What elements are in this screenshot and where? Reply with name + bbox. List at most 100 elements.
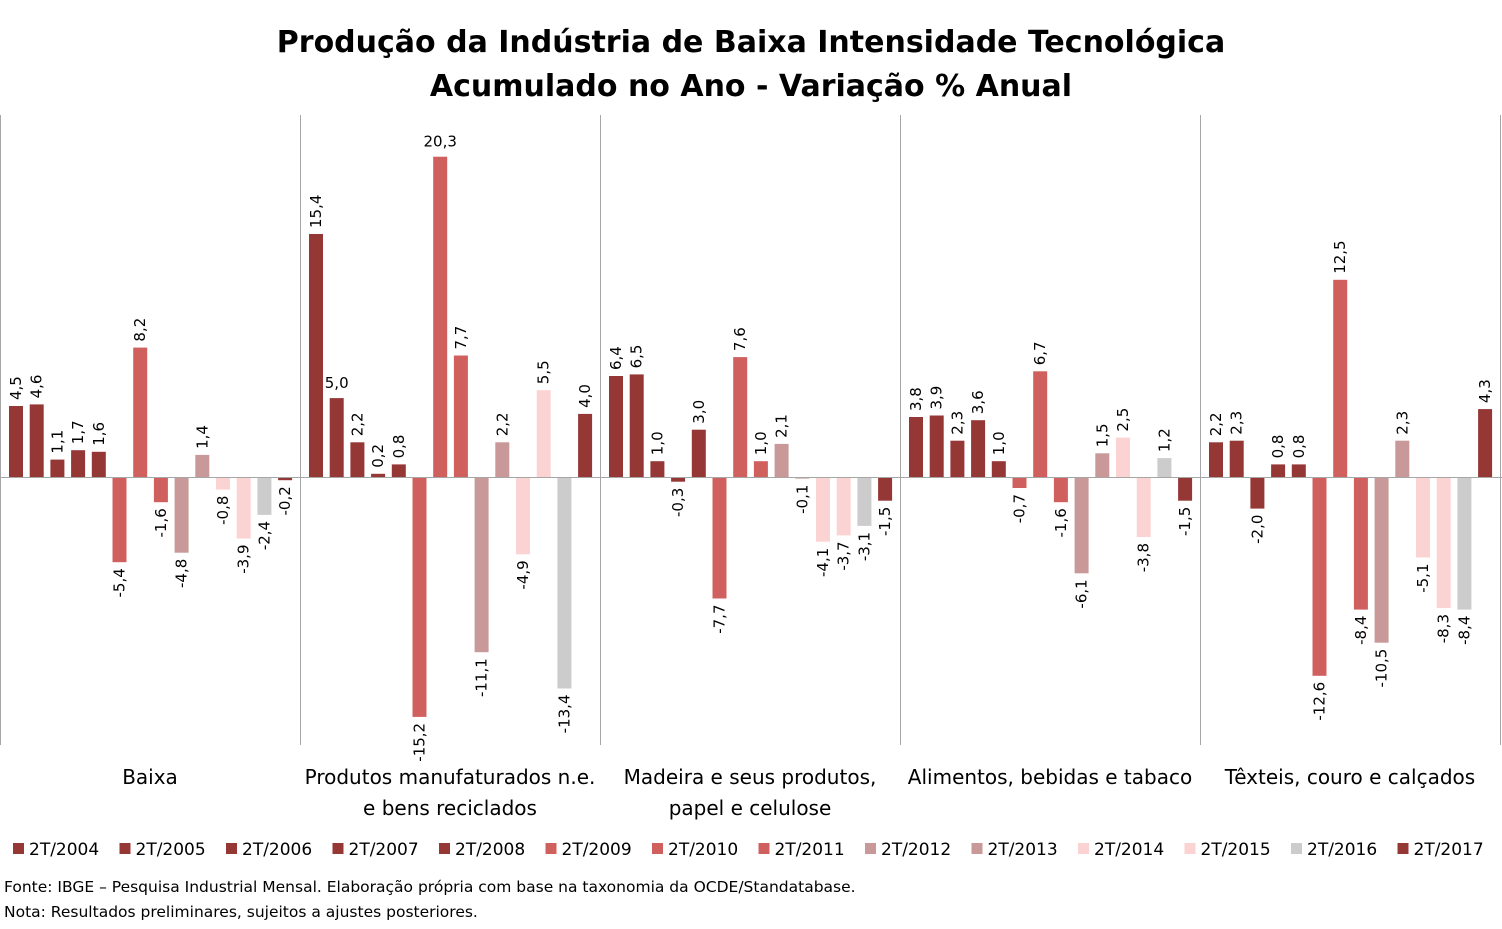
data-label: -0,8: [214, 496, 232, 525]
data-label: -3,7: [835, 541, 853, 570]
legend-item: 2T/2012: [865, 840, 951, 860]
data-label: 5,0: [325, 374, 349, 392]
source-note: Fonte: IBGE – Pesquisa Industrial Mensal…: [4, 878, 856, 896]
data-label: -0,2: [276, 486, 294, 515]
data-label: -4,8: [173, 559, 191, 588]
data-label: 1,5: [1093, 423, 1111, 447]
legend-item: 2T/2004: [13, 840, 99, 860]
bar: [1478, 409, 1493, 477]
bar: [412, 477, 427, 717]
bar: [857, 477, 872, 526]
bar: [1291, 464, 1306, 477]
data-label: -3,9: [235, 545, 253, 574]
bar: [629, 374, 644, 477]
bar: [1250, 477, 1265, 509]
legend-item: 2T/2014: [1078, 840, 1164, 860]
legend-label: 2T/2006: [242, 840, 312, 860]
category-label: Têxteis, couro e calçados: [1224, 765, 1475, 789]
data-label: -1,6: [152, 508, 170, 537]
data-label: 8,2: [131, 318, 149, 342]
legend-swatch: [439, 843, 450, 854]
data-label: 7,6: [731, 327, 749, 351]
legend-swatch: [1397, 843, 1409, 854]
bar: [774, 443, 789, 477]
legend-item: 2T/2005: [119, 840, 206, 860]
data-label: 1,0: [990, 431, 1008, 455]
legend-label: 2T/2010: [668, 840, 738, 860]
bar: [1033, 371, 1048, 477]
category-label: e bens reciclados: [363, 796, 537, 820]
bar: [71, 450, 86, 477]
bar: [1333, 279, 1348, 478]
data-label: 2,3: [1393, 411, 1411, 435]
bar: [133, 347, 148, 477]
data-label: 6,4: [607, 346, 625, 370]
data-label: -0,3: [669, 488, 687, 517]
data-label: 1,4: [193, 425, 211, 449]
data-label: 3,9: [928, 386, 946, 410]
data-label: -6,1: [1073, 579, 1091, 608]
data-label: 6,5: [628, 345, 646, 369]
bar: [1074, 477, 1089, 574]
category-label: Baixa: [122, 765, 178, 789]
bar: [1312, 477, 1327, 676]
data-label: 6,7: [1031, 341, 1049, 365]
bar: [9, 406, 23, 477]
legend-item: 2T/2017: [1397, 840, 1484, 860]
bar: [1395, 440, 1410, 477]
data-label: -13,4: [555, 695, 573, 734]
bar: [112, 477, 127, 563]
legend-label: 2T/2007: [349, 840, 419, 860]
data-label: -0,7: [1011, 494, 1029, 523]
bar: [236, 477, 251, 539]
legend-swatch: [758, 843, 770, 854]
bar: [1353, 477, 1368, 610]
legend-label: 2T/2011: [775, 840, 845, 860]
legend-item: 2T/2016: [1291, 840, 1377, 860]
bar: [309, 234, 323, 477]
data-label: 3,8: [907, 387, 925, 411]
data-label: 2,1: [773, 414, 791, 438]
bar: [1271, 464, 1286, 477]
data-label: 3,0: [690, 400, 708, 424]
data-label: -8,4: [1352, 616, 1370, 645]
data-label: -8,3: [1435, 614, 1453, 643]
bar: [1095, 453, 1110, 477]
legend: 2T/2004 2T/2005 2T/2006 2T/2007 2T/2008 2T/20…: [13, 840, 1484, 860]
legend-label: 2T/2012: [881, 840, 951, 860]
data-label: -8,4: [1455, 616, 1473, 645]
bar: [557, 477, 572, 689]
legend-item: 2T/2015: [1184, 840, 1271, 860]
data-label: 2,3: [948, 411, 966, 435]
data-label: 0,8: [390, 435, 408, 459]
legend-label: 2T/2013: [988, 840, 1058, 860]
data-label: 4,6: [28, 375, 46, 399]
data-label: -1,5: [1176, 507, 1194, 536]
data-label: 4,0: [576, 384, 594, 408]
legend-item: 2T/2007: [332, 840, 419, 860]
bar: [971, 420, 986, 477]
data-label: 15,4: [307, 195, 325, 228]
data-label: -3,1: [855, 532, 873, 561]
bar: [1436, 477, 1451, 608]
bar: [536, 390, 551, 477]
category-label: Alimentos, bebidas e tabaco: [908, 765, 1192, 789]
bar: [495, 442, 510, 477]
data-label: 2,2: [348, 412, 366, 436]
chart-subtitle: Acumulado no Ano - Variação % Anual: [430, 69, 1072, 104]
bar: [1053, 477, 1068, 503]
legend-swatch: [1184, 843, 1196, 854]
legend-swatch: [971, 843, 983, 854]
bar: [329, 398, 344, 477]
data-label: 0,8: [1269, 435, 1287, 459]
legend-swatch: [332, 843, 344, 854]
bar: [350, 442, 365, 477]
legend-label: 2T/2009: [562, 840, 632, 860]
legend-item: 2T/2006: [226, 840, 312, 860]
bar: [195, 454, 210, 477]
legend-label: 2T/2004: [29, 840, 99, 860]
legend-swatch: [1078, 843, 1089, 854]
data-label: 1,6: [90, 422, 108, 446]
data-label: -3,8: [1135, 543, 1153, 572]
